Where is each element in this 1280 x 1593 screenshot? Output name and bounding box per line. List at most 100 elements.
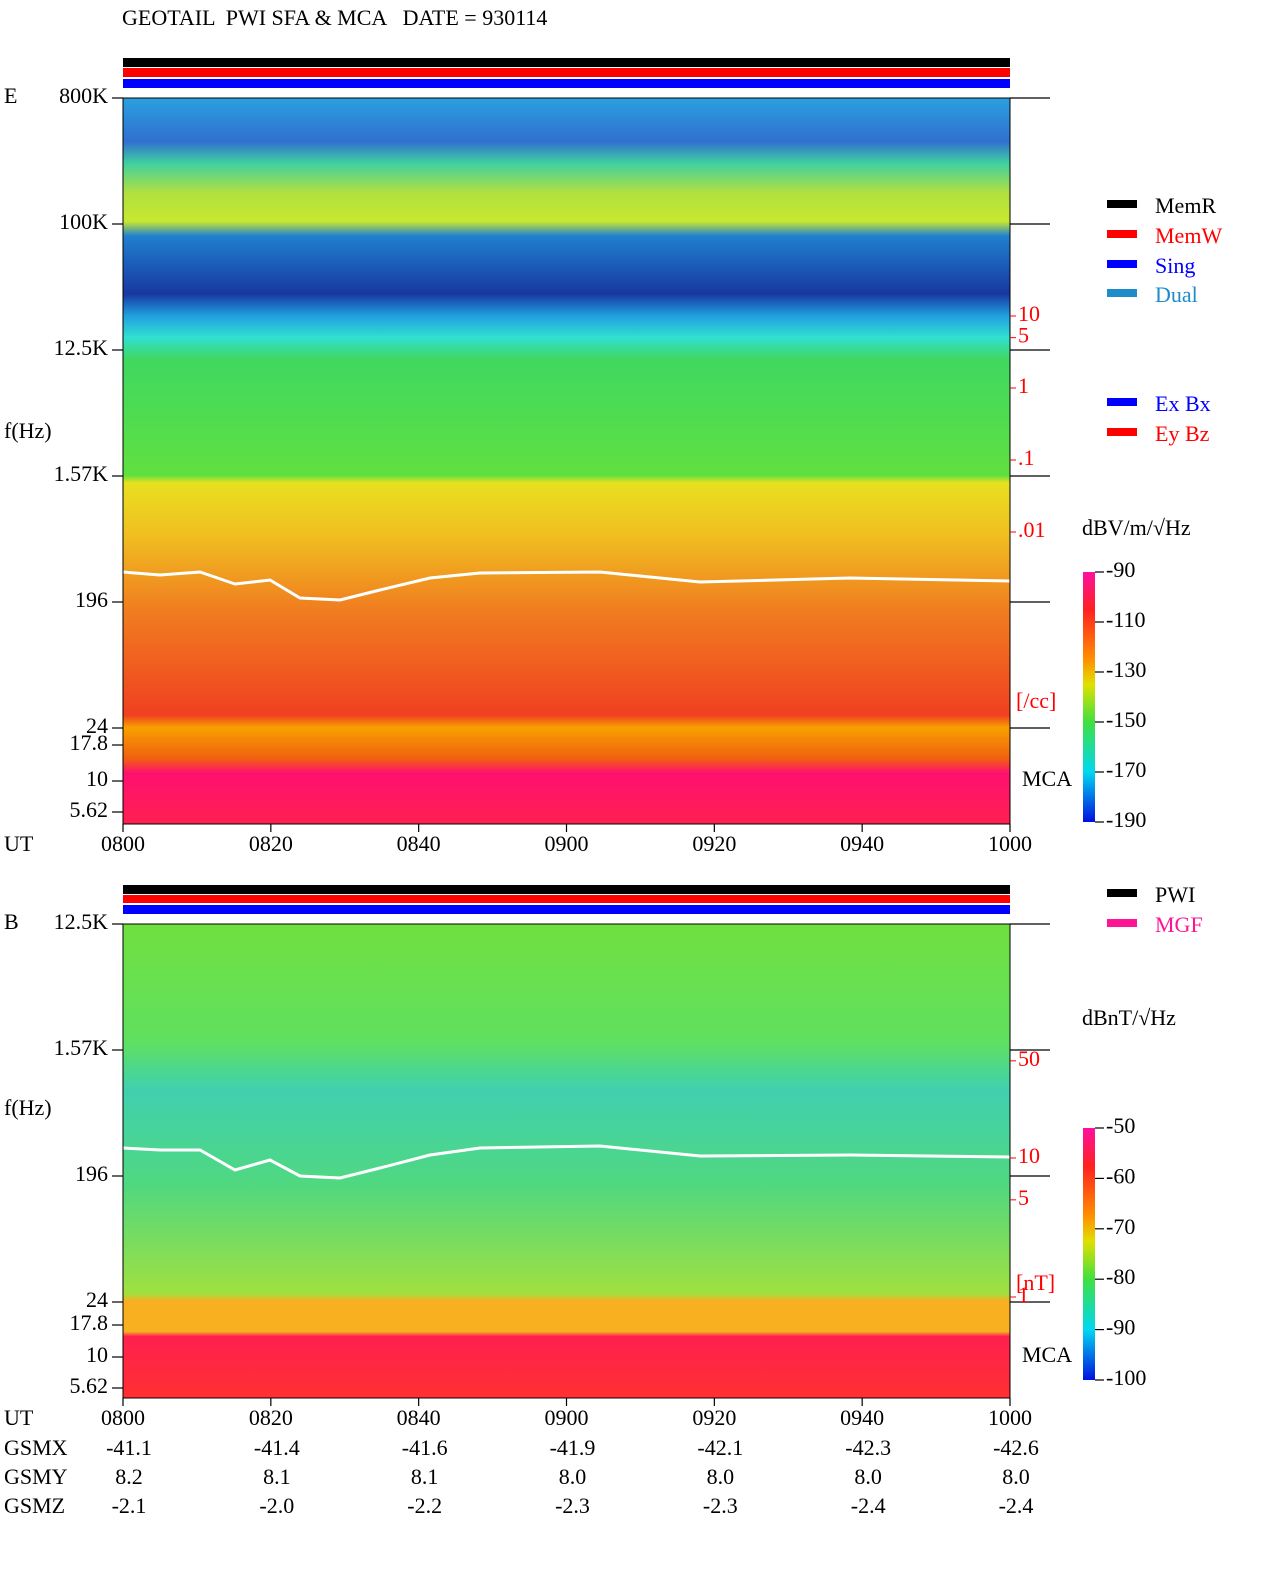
legend-label: Ex Bx: [1155, 391, 1211, 416]
orbit-value: -41.6: [402, 1435, 448, 1460]
colorbar-tick-label: -60: [1106, 1163, 1135, 1188]
x-tick-label: 0800: [101, 831, 145, 856]
x-axis-label: UT: [4, 1405, 34, 1430]
y-tick-label: 1.57K: [54, 461, 109, 486]
field-line: [122, 1144, 1011, 1180]
orbit-value: 8.0: [707, 1464, 735, 1489]
status-bar: [123, 58, 1010, 67]
right-axis-tick-label: 10: [1018, 301, 1040, 326]
orbit-value: -2.2: [407, 1493, 442, 1518]
y-tick-label: 5.62: [70, 1373, 109, 1398]
mca-label: MCA: [1022, 766, 1072, 791]
right-axis-tick-label: 1: [1018, 1282, 1029, 1307]
orbit-value: -2.3: [703, 1493, 738, 1518]
colorbar-unit: dBV/m/√Hz: [1082, 515, 1191, 540]
legend-swatch: [1107, 260, 1137, 268]
colorbar-unit: dBnT/√Hz: [1082, 1005, 1176, 1030]
right-axis-tick-label: .1: [1018, 445, 1035, 470]
y-tick-label: 10: [86, 1342, 108, 1367]
legend-label: MGF: [1155, 912, 1203, 937]
title: GEOTAIL PWI SFA & MCA DATE = 930114: [122, 5, 547, 30]
x-tick-label: 0800: [101, 1405, 145, 1430]
x-tick-label: 0820: [249, 831, 293, 856]
right-axis-tick-label: 5: [1018, 1185, 1029, 1210]
colorbar-tick-label: -110: [1106, 607, 1146, 632]
orbit-value: 8.0: [559, 1464, 587, 1489]
orbit-value: -41.1: [106, 1435, 152, 1460]
right-axis-tick-label: 50: [1018, 1046, 1040, 1071]
legend-swatch: [1107, 230, 1137, 238]
colorbar: [1083, 1128, 1095, 1380]
orbit-value: -2.0: [259, 1493, 294, 1518]
orbit-value: 8.2: [115, 1464, 143, 1489]
y-tick-label: 800K: [59, 83, 108, 108]
orbit-value: -42.3: [845, 1435, 891, 1460]
colorbar-tick-label: -80: [1106, 1264, 1135, 1289]
right-axis-tick-label: .01: [1018, 517, 1046, 542]
legend-label: MemR: [1155, 193, 1216, 218]
legend-label: PWI: [1155, 882, 1195, 907]
y-axis-label: f(Hz): [4, 1095, 52, 1120]
right-axis-unit: [/cc]: [1016, 688, 1056, 713]
orbit-value: -42.1: [697, 1435, 743, 1460]
status-bar: [123, 895, 1010, 903]
legend-swatch: [1107, 919, 1137, 927]
x-tick-label: 0920: [692, 831, 736, 856]
x-tick-label: 1000: [988, 1405, 1032, 1430]
status-bars: [123, 58, 1010, 914]
x-tick-label: 0840: [397, 1405, 441, 1430]
right-axis-unit: [nT]: [1016, 1270, 1055, 1295]
x-tick-label: 0820: [249, 1405, 293, 1430]
legend-label: Ey Bz: [1155, 421, 1210, 446]
orbit-value: 8.1: [263, 1464, 291, 1489]
legend-label: MemW: [1155, 223, 1222, 248]
colorbar-tick-label: -100: [1106, 1365, 1146, 1390]
colorbar-tick-label: -70: [1106, 1214, 1135, 1239]
legend-label: Sing: [1155, 253, 1195, 278]
panel-label: B: [4, 909, 19, 934]
orbit-value: -2.1: [112, 1493, 147, 1518]
mca-label: MCA: [1022, 1342, 1072, 1367]
colorbar: [1083, 572, 1095, 822]
legend-swatch: [1107, 889, 1137, 897]
orbit-value: -2.4: [999, 1493, 1034, 1518]
colorbar-tick-label: -90: [1106, 1315, 1135, 1340]
orbit-row-label: GSMX: [4, 1435, 68, 1460]
orbit-value: -41.4: [254, 1435, 300, 1460]
orbit-value: 8.1: [411, 1464, 439, 1489]
y-tick-label: 24: [86, 713, 108, 738]
x-tick-label: 0920: [692, 1405, 736, 1430]
legend-swatch: [1107, 200, 1137, 208]
right-axis-tick-label: 1: [1018, 373, 1029, 398]
y-axis-label: f(Hz): [4, 418, 52, 443]
orbit-row-label: GSMY: [4, 1464, 68, 1489]
y-tick-label: 17.8: [70, 730, 109, 755]
x-tick-label: 1000: [988, 831, 1032, 856]
legend-swatch: [1107, 289, 1137, 297]
legend-swatch: [1107, 398, 1137, 406]
orbit-value: 8.0: [1002, 1464, 1030, 1489]
colorbar-tick-label: -190: [1106, 807, 1146, 832]
y-tick-label: 196: [75, 1161, 108, 1186]
orbit-value: -2.4: [851, 1493, 886, 1518]
status-bar: [123, 79, 1010, 88]
y-tick-label: 10: [86, 766, 108, 791]
x-tick-label: 0900: [545, 1405, 589, 1430]
colorbar-tick-label: -50: [1106, 1113, 1135, 1138]
right-axis-tick-label: 10: [1018, 1143, 1040, 1168]
spectrogram-e: [123, 98, 1010, 824]
y-tick-label: 17.8: [70, 1310, 109, 1335]
y-tick-label: 100K: [59, 209, 108, 234]
status-bar: [123, 68, 1010, 77]
x-tick-label: 0900: [545, 831, 589, 856]
status-bar: [123, 905, 1010, 914]
x-tick-label: 0940: [840, 1405, 884, 1430]
x-tick-label: 0940: [840, 831, 884, 856]
orbit-value: -2.3: [555, 1493, 590, 1518]
colorbar-tick-label: -130: [1106, 657, 1146, 682]
orbit-value: -41.9: [550, 1435, 596, 1460]
y-tick-label: 196: [75, 587, 108, 612]
legend-label: Dual: [1155, 282, 1198, 307]
orbit-row-label: GSMZ: [4, 1493, 65, 1518]
x-tick-label: 0840: [397, 831, 441, 856]
